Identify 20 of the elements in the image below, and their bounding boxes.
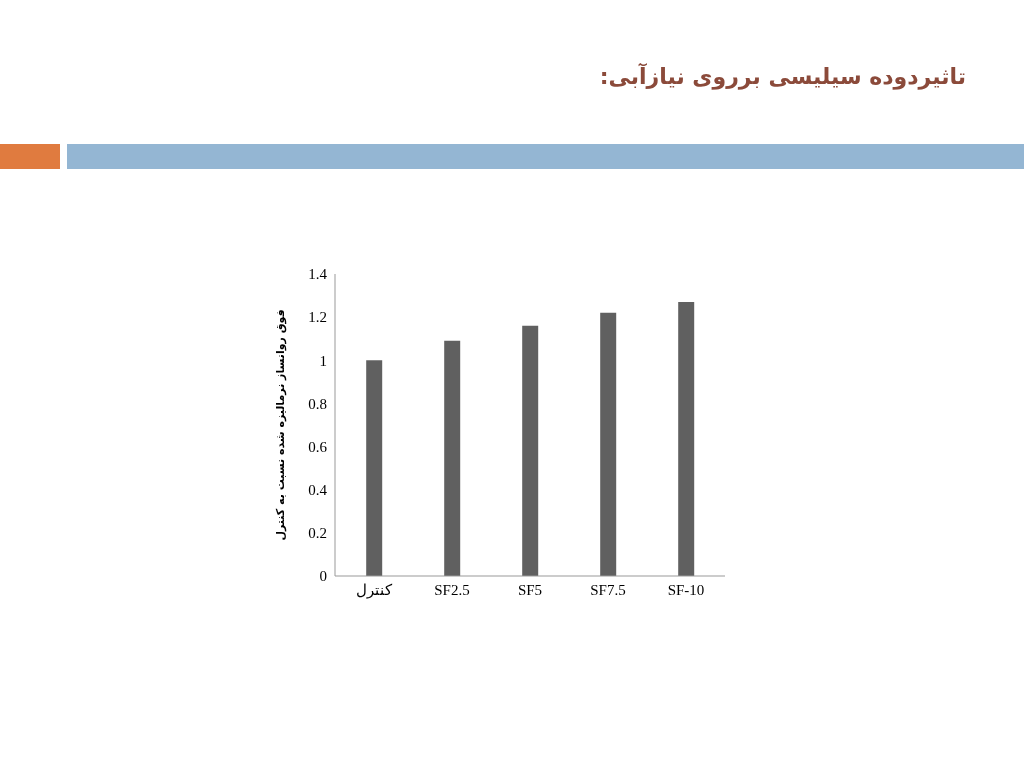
y-axis-title: فوق روانساز نرمالیزه شده نسبت به کنترل bbox=[273, 309, 287, 541]
x-tick-label: SF2.5 bbox=[434, 581, 470, 598]
x-tick-label: SF-10 bbox=[667, 581, 705, 598]
bar bbox=[522, 325, 539, 576]
bar bbox=[678, 302, 695, 576]
x-tick-label: کنترل bbox=[356, 581, 393, 599]
y-tick-label: 0 bbox=[319, 568, 327, 585]
bar bbox=[444, 340, 461, 576]
y-tick-label: 1.4 bbox=[308, 266, 328, 283]
y-tick-label: 1.2 bbox=[308, 309, 327, 326]
bar bbox=[366, 360, 383, 576]
text: تاثیردوده سیلیسی برروی نیازآبی: bbox=[599, 64, 966, 89]
y-tick-label: 0.4 bbox=[308, 482, 328, 499]
x-tick-label: SF5 bbox=[517, 581, 543, 598]
bar bbox=[600, 312, 617, 576]
y-tick-label: 0.6 bbox=[308, 438, 328, 455]
y-tick-label: 0.8 bbox=[308, 395, 327, 412]
y-tick-label: 0.2 bbox=[308, 525, 327, 542]
y-tick-label: 1 bbox=[319, 352, 327, 369]
x-tick-label: SF7.5 bbox=[590, 581, 626, 598]
